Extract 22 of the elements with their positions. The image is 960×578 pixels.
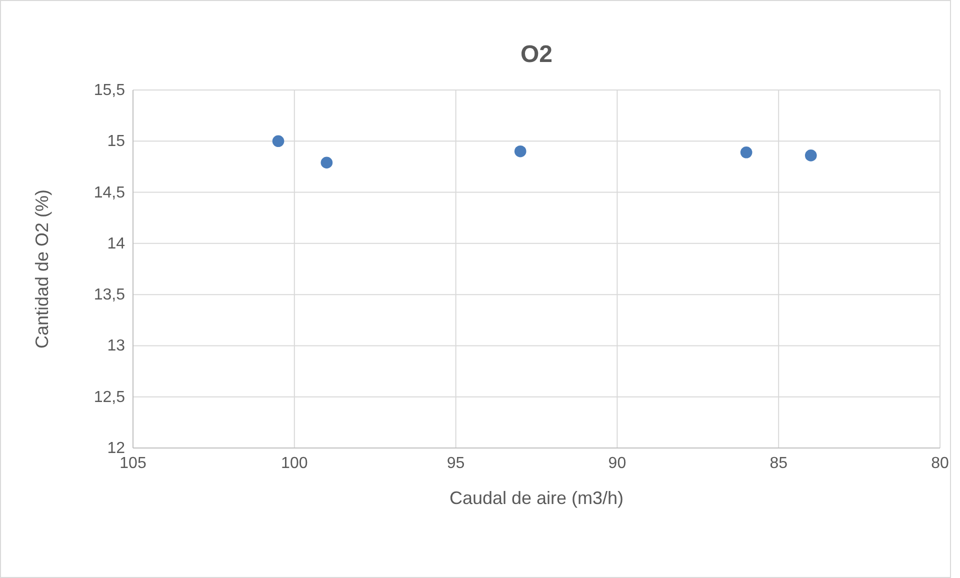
y-tick-label: 14 <box>107 235 126 252</box>
chart-title: O2 <box>520 41 553 68</box>
point <box>514 145 526 158</box>
y-tick-label: 12,5 <box>94 388 126 406</box>
y-tick-label: 14,5 <box>94 184 126 202</box>
x-tick-label: 105 <box>120 455 146 472</box>
x-tick-label: 85 <box>770 455 788 472</box>
x-tick-label: 90 <box>608 455 626 472</box>
y-tick-label: 15,5 <box>94 82 126 99</box>
x-tick-label: 95 <box>446 455 465 472</box>
y-tick-label: 13 <box>107 338 126 355</box>
y-axis-title: Cantidad de O2 (%) <box>32 189 52 349</box>
y-tick-label: 15 <box>107 133 126 150</box>
point <box>272 135 284 148</box>
y-tick-label: 13,5 <box>94 286 126 304</box>
y-tick-label: 12 <box>107 440 126 457</box>
point <box>320 156 333 169</box>
x-tick-label: 80 <box>931 455 949 472</box>
point <box>740 146 752 158</box>
point <box>804 150 817 162</box>
x-tick-label: 100 <box>281 455 308 472</box>
x-axis-title: Caudal de aire (m3/h) <box>449 488 624 508</box>
